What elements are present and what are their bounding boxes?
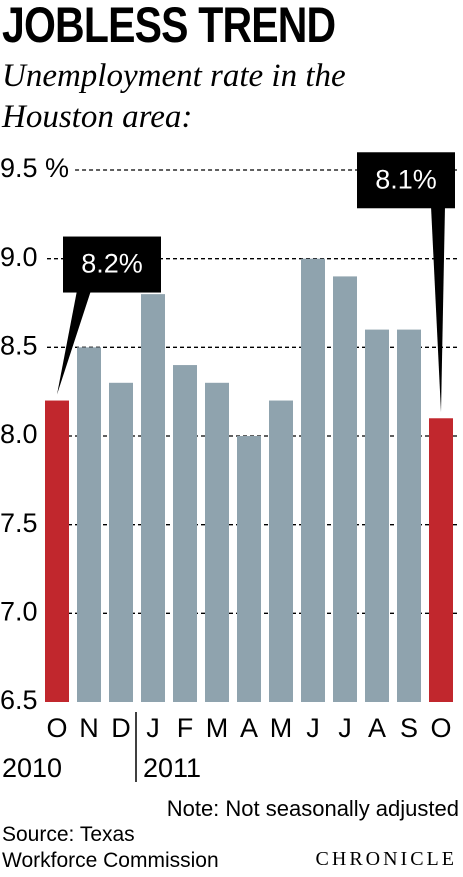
value-label: 8.2%	[81, 249, 143, 279]
x-group-label: 2011	[143, 753, 201, 783]
callout-box	[357, 152, 455, 209]
callout-pointer	[57, 290, 91, 395]
bar	[429, 418, 453, 702]
x-tick-label: J	[146, 713, 160, 743]
bar	[45, 400, 69, 702]
y-tick-label: 6.5	[0, 685, 38, 715]
bar	[109, 382, 133, 702]
x-group-label: 2010	[2, 753, 62, 783]
bar	[333, 276, 357, 702]
credit: CHRONICLE	[315, 848, 457, 870]
chart-subtitle: Unemployment rate in the Houston area:	[2, 58, 346, 135]
y-tick-label: 7.0	[0, 596, 38, 626]
callout-pointer	[431, 206, 445, 413]
bar	[205, 382, 229, 702]
value-label: 8.1%	[375, 164, 437, 194]
bar	[173, 365, 197, 702]
y-tick-label: 8.0	[0, 419, 38, 449]
y-tick-label: 8.5	[0, 330, 38, 360]
x-tick-label: O	[46, 713, 67, 743]
x-tick-label: A	[240, 713, 258, 743]
y-tick-label: 9.0	[0, 242, 38, 272]
note: Note: Not seasonally adjusted	[166, 796, 459, 821]
x-tick-label: D	[111, 713, 131, 743]
y-tick-label: 7.5	[0, 508, 38, 538]
bar	[237, 436, 261, 702]
bar	[365, 329, 389, 702]
bar	[77, 347, 101, 702]
x-tick-label: M	[206, 713, 229, 743]
bar	[269, 400, 293, 702]
x-tick-label: N	[79, 713, 99, 743]
callout-box	[63, 236, 161, 293]
x-tick-label: J	[306, 713, 320, 743]
x-tick-label: A	[368, 713, 386, 743]
source: Source: Texas Workforce Commission	[2, 823, 219, 872]
x-tick-label: S	[400, 713, 418, 743]
x-tick-label: J	[338, 713, 352, 743]
bar	[397, 329, 421, 702]
x-tick-label: M	[270, 713, 293, 743]
y-tick-label: 9.5 %	[0, 153, 69, 183]
x-tick-label: O	[430, 713, 451, 743]
bar	[141, 294, 165, 702]
bar	[301, 258, 325, 702]
x-tick-label: F	[177, 713, 194, 743]
chart-title: JOBLESS TREND	[2, 0, 336, 53]
